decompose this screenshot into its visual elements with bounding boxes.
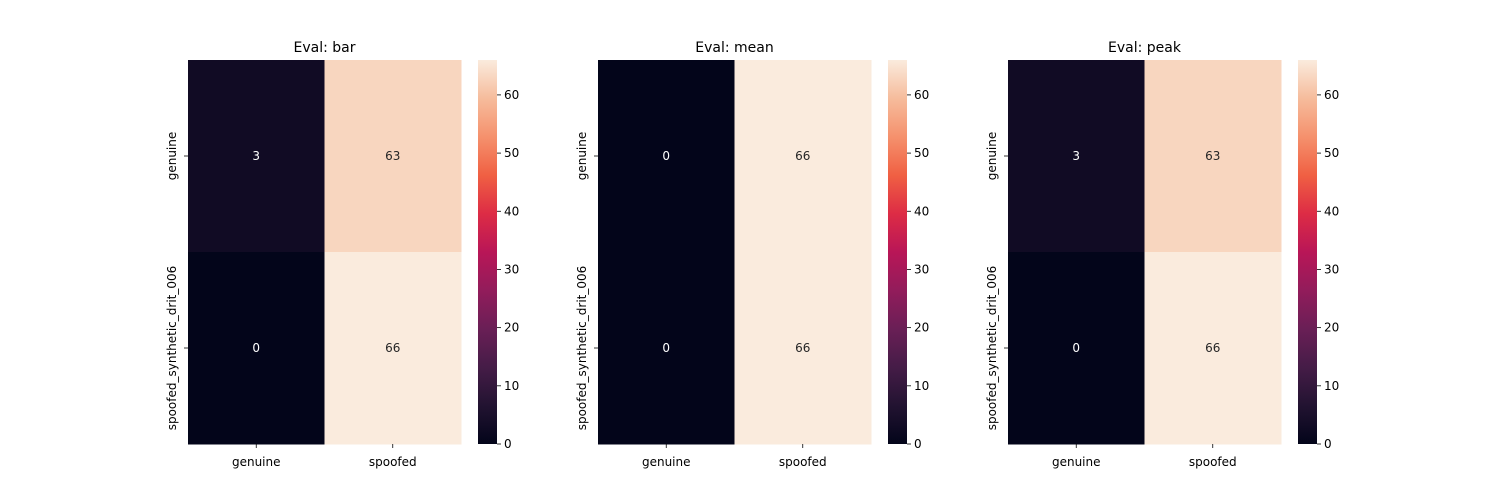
colorbar-tick-label: 30 <box>914 262 929 276</box>
cell-value-label: 3 <box>1072 149 1080 163</box>
heatmap-cell <box>734 252 872 445</box>
y-tick-label: spoofed_synthetic_drit_006 <box>165 266 179 431</box>
heatmap-cell <box>324 60 462 253</box>
heatmap-panel-1: Eval: bar 3 63 0 66 genuine spoofed genuine spoo… <box>165 40 519 469</box>
colorbar-tick-label: 40 <box>504 204 519 218</box>
colorbar <box>478 60 497 444</box>
cell-value-label: 63 <box>385 149 400 163</box>
y-tick-label: genuine <box>165 132 179 181</box>
heatmap-panel-3: Eval: peak 3 63 0 66 genuine spoofed genuine spo… <box>985 40 1339 469</box>
colorbar-tick-label: 10 <box>504 379 519 393</box>
colorbar-tick-label: 10 <box>1324 379 1339 393</box>
heatmap-cell <box>734 60 872 253</box>
x-tick-label: spoofed <box>779 455 827 469</box>
heatmap-cell <box>188 60 325 253</box>
colorbar-tick-label: 40 <box>1324 204 1339 218</box>
colorbar-tick-label: 50 <box>1324 146 1339 160</box>
cell-value-label: 66 <box>385 341 400 355</box>
heatmap-cell <box>1144 252 1282 445</box>
colorbar-tick-label: 60 <box>914 88 929 102</box>
heatmap-cell <box>188 252 325 445</box>
chart-title: Eval: mean <box>695 40 773 56</box>
heatmap-cell <box>598 60 735 253</box>
heatmap-cell <box>1008 60 1145 253</box>
cell-value-label: 66 <box>1205 341 1220 355</box>
colorbar-tick-label: 50 <box>504 146 519 160</box>
x-tick-label: spoofed <box>1189 455 1237 469</box>
y-tick-label: genuine <box>575 132 589 181</box>
colorbar-tick-label: 30 <box>504 262 519 276</box>
heatmap-cell <box>324 252 462 445</box>
colorbar-tick-label: 20 <box>914 321 929 335</box>
colorbar-tick-label: 30 <box>1324 262 1339 276</box>
colorbar-tick-label: 10 <box>914 379 929 393</box>
cell-value-label: 0 <box>252 341 260 355</box>
colorbar-tick-label: 0 <box>504 437 512 451</box>
colorbar-tick-label: 20 <box>1324 321 1339 335</box>
chart-title: Eval: peak <box>1108 40 1182 56</box>
colorbar-tick-label: 0 <box>914 437 922 451</box>
colorbar-tick-label: 50 <box>914 146 929 160</box>
cell-value-label: 0 <box>1072 341 1080 355</box>
x-tick-label: spoofed <box>369 455 417 469</box>
heatmap-cell <box>1008 252 1145 445</box>
cell-value-label: 66 <box>795 341 810 355</box>
cell-value-label: 0 <box>662 341 670 355</box>
chart-title: Eval: bar <box>294 40 356 56</box>
colorbar-tick-label: 0 <box>1324 437 1332 451</box>
x-tick-label: genuine <box>232 455 281 469</box>
y-tick-label: spoofed_synthetic_drit_006 <box>985 266 999 431</box>
cell-value-label: 3 <box>252 149 260 163</box>
colorbar <box>1298 60 1317 444</box>
heatmap-cell <box>1144 60 1282 253</box>
colorbar-tick-label: 60 <box>1324 88 1339 102</box>
colorbar-tick-label: 20 <box>504 321 519 335</box>
cell-value-label: 0 <box>662 149 670 163</box>
y-tick-label: spoofed_synthetic_drit_006 <box>575 266 589 431</box>
cell-value-label: 66 <box>795 149 810 163</box>
colorbar-tick-label: 60 <box>504 88 519 102</box>
x-tick-label: genuine <box>642 455 691 469</box>
y-tick-label: genuine <box>985 132 999 181</box>
colorbar-tick-label: 40 <box>914 204 929 218</box>
heatmap-panel-2: Eval: mean 0 66 0 66 genuine spoofed genuine spo… <box>575 40 929 469</box>
heatmap-cell <box>598 252 735 445</box>
colorbar <box>888 60 907 444</box>
x-tick-label: genuine <box>1052 455 1101 469</box>
cell-value-label: 63 <box>1205 149 1220 163</box>
